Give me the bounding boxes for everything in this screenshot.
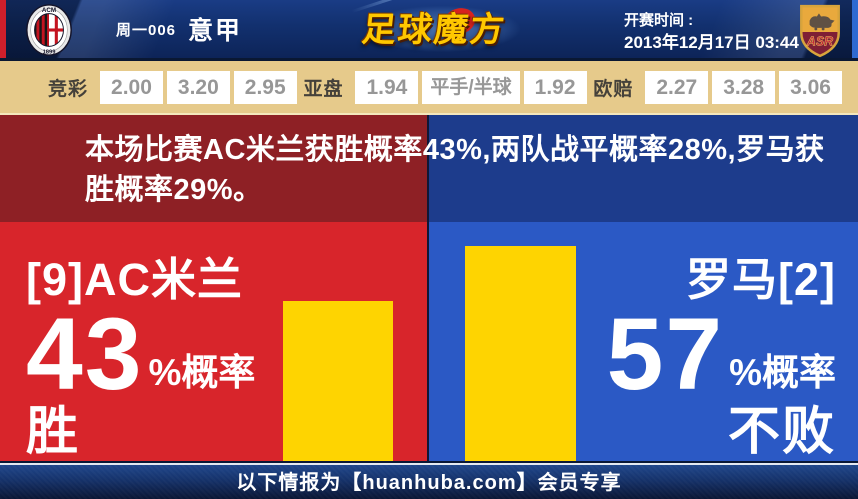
site-logo: 足球魔方 (337, 0, 547, 58)
logo-part2: 魔 (432, 8, 473, 52)
home-outcome-label: 胜 (26, 403, 81, 461)
roma-color-stripe (852, 0, 858, 58)
oupei-draw-odds: 3.28 (712, 70, 776, 104)
ac-milan-badge: ACM 1899 (26, 4, 72, 56)
kickoff-label: 开赛时间 : (624, 12, 694, 29)
home-probability-value: 43 (26, 297, 144, 411)
header-bar: ACM 1899 周一006 意甲 足球魔方 开赛时间 : 2013年12月17… (0, 0, 858, 58)
away-outcome-label: 不败 (727, 403, 836, 461)
away-probability-bar (465, 246, 576, 461)
yapan-label: 亚盘 (303, 78, 344, 100)
jingcai-draw-odds: 3.20 (166, 70, 230, 104)
kickoff-datetime: 2013年12月17日 03:44 (624, 33, 799, 52)
away-probability-suffix: %概率 (729, 352, 836, 393)
milan-badge-year: 1899 (43, 50, 56, 56)
summary-line-1: 本场比赛AC米兰获胜概率43%,两队战平概率28%,罗马获 (85, 134, 825, 166)
away-probability-value: 57 (606, 297, 725, 411)
away-team-name: 罗马[2] (686, 254, 836, 305)
oupei-label: 欧赔 (593, 78, 634, 100)
match-info: 周一006 意甲 (116, 0, 242, 58)
away-probability-row: 57 %概率 (606, 297, 836, 411)
yapan-away-odds: 1.92 (523, 70, 587, 104)
odds-group-jingcai: 竞彩 2.00 3.20 2.95 (48, 70, 299, 104)
yapan-handicap: 平手/半球 (422, 70, 520, 104)
home-probability-bar (283, 301, 393, 461)
jingcai-away-odds: 2.95 (233, 70, 297, 104)
jingcai-label: 竞彩 (48, 78, 89, 100)
match-code: 周一006 (116, 21, 177, 39)
away-prediction-block: 罗马[2] 57 %概率 不败 (607, 252, 836, 458)
home-probability-row: 43 %概率 (26, 297, 256, 411)
summary-line-2: 胜概率29%。 (85, 174, 263, 206)
league-name: 意甲 (188, 17, 243, 45)
odds-row: 竞彩 2.00 3.20 2.95 亚盘 1.94 平手/半球 1.92 欧赔 … (0, 58, 858, 115)
home-probability-suffix: %概率 (148, 352, 256, 393)
milan-badge-acronym: ACM (42, 7, 56, 14)
odds-group-yapan: 亚盘 1.94 平手/半球 1.92 (303, 70, 588, 104)
oupei-home-odds: 2.27 (645, 70, 709, 104)
home-team-name: [9]AC米兰 (26, 254, 243, 305)
probability-summary-band: 本场比赛AC米兰获胜概率43%,两队战平概率28%,罗马获 胜概率29%。 (0, 115, 858, 222)
as-roma-badge: ASR (800, 4, 840, 58)
kickoff-time-block: 开赛时间 : 2013年12月17日 03:44 (624, 11, 799, 54)
footer-bar: 以下情报为【huanhuba.com】会员专享 (0, 461, 858, 499)
roma-badge-monogram: ASR (806, 35, 833, 49)
probability-summary-text: 本场比赛AC米兰获胜概率43%,两队战平概率28%,罗马获 胜概率29%。 (85, 130, 840, 210)
logo-part1: 足球 (360, 11, 436, 49)
member-exclusive-notice: 以下情报为【huanhuba.com】会员专享 (236, 471, 622, 494)
oupei-away-odds: 3.06 (779, 70, 842, 104)
summary-away-background (429, 115, 858, 222)
summary-home-background (0, 115, 427, 222)
jingcai-home-odds: 2.00 (100, 70, 163, 104)
logo-part3: 方 (468, 11, 508, 49)
logo-text: 足球魔方 (360, 8, 525, 52)
home-prediction-block: [9]AC米兰 43 %概率 胜 (26, 252, 255, 458)
yapan-home-odds: 1.94 (355, 70, 419, 104)
prediction-band: [9]AC米兰 43 %概率 胜 罗马[2] 57 %概率 不败 (0, 222, 858, 461)
odds-group-oupei: 欧赔 2.27 3.28 3.06 (593, 70, 844, 104)
milan-color-stripe (0, 0, 6, 58)
